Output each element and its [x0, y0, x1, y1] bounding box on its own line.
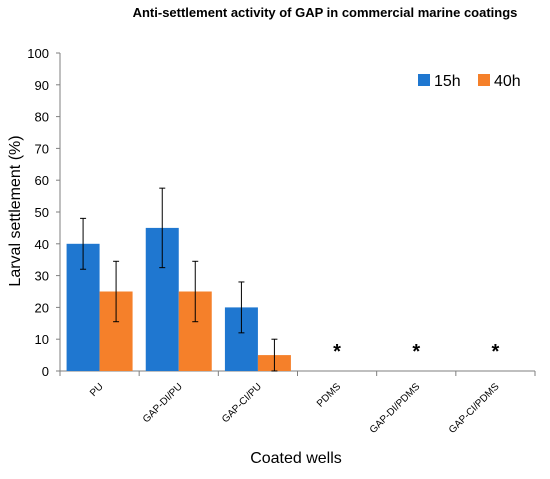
x-tick-label: PDMS [315, 381, 343, 409]
x-tick-label: GAP-CI/PDMS [447, 381, 502, 436]
significance-asterisk: * [492, 341, 500, 363]
x-axis-label: Coated wells [250, 450, 342, 467]
y-axis-label: Larval settlement (%) [7, 135, 24, 286]
chart-title: Anti-settlement activity of GAP in comme… [133, 5, 518, 20]
y-tick-label: 10 [35, 332, 49, 347]
legend-swatch-15h [418, 74, 430, 86]
y-tick-label: 30 [35, 269, 49, 284]
y-tick-label: 70 [35, 141, 49, 156]
y-tick-label: 90 [35, 78, 49, 93]
y-tick-label: 50 [35, 205, 49, 220]
legend-label-15h: 15h [434, 73, 461, 90]
x-tick-label: GAP-DI/PDMS [368, 381, 423, 436]
significance-asterisk: * [412, 341, 420, 363]
x-tick-label: GAP-CI/PU [220, 381, 264, 425]
y-tick-label: 100 [27, 46, 49, 61]
x-tick-label: GAP-DI/PU [141, 381, 185, 425]
y-tick-label: 60 [35, 173, 49, 188]
y-tick-label: 0 [42, 364, 49, 379]
y-tick-label: 40 [35, 237, 49, 252]
y-tick-label: 20 [35, 300, 49, 315]
legend-label-40h: 40h [494, 73, 521, 90]
y-tick-label: 80 [35, 110, 49, 125]
significance-asterisk: * [333, 341, 341, 363]
legend-swatch-40h [478, 74, 490, 86]
x-tick-label: PU [88, 381, 106, 399]
